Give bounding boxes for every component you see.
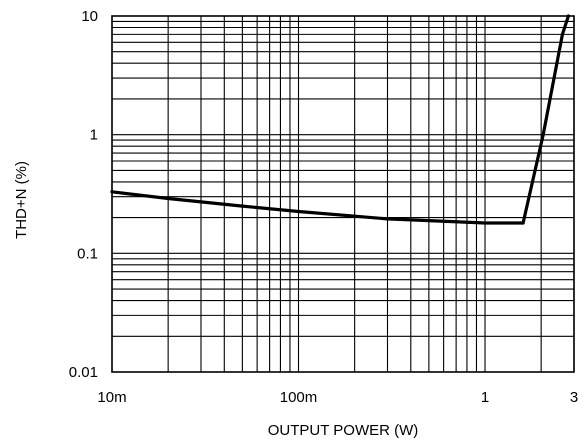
data-point [240, 204, 244, 208]
data-point [566, 14, 571, 18]
y-axis-label: THD+N (%) [13, 161, 30, 239]
x-tick-label: 10m [97, 389, 126, 406]
data-point [296, 209, 301, 214]
data-point [560, 32, 565, 36]
grid [111, 15, 575, 373]
data-point [483, 221, 487, 225]
data-point [385, 217, 390, 221]
data-point [110, 190, 114, 194]
tick-labels: 10m 100m 1 3 10 1 0.1 0.01 [69, 8, 578, 406]
y-tick-label: 1 [90, 127, 98, 144]
data-point [166, 196, 170, 201]
y-tick-label: 0.01 [69, 364, 98, 381]
y-tick-label: 10 [81, 8, 98, 25]
x-tick-label: 1 [481, 389, 489, 406]
x-tick-label: 3 [570, 389, 578, 406]
y-tick-label: 0.1 [77, 245, 98, 262]
thd-curve [110, 14, 571, 225]
data-point [521, 221, 525, 225]
data-points [110, 14, 571, 225]
data-point [541, 133, 545, 137]
x-tick-label: 100m [280, 389, 318, 406]
plot-frame [111, 15, 575, 373]
x-axis-label: OUTPUT POWER (W) [268, 422, 419, 439]
